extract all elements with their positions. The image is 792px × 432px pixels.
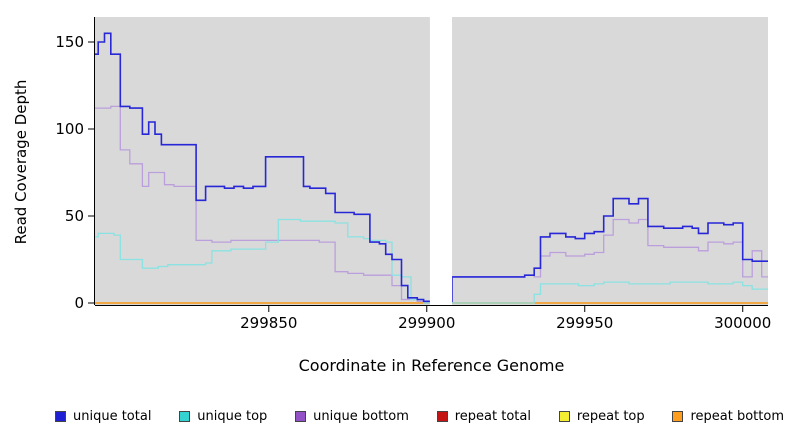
legend-label-repeat-top: repeat top — [576, 409, 645, 424]
legend-item-repeat-bottom: repeat bottom — [672, 409, 784, 424]
legend-swatch-repeat-top — [558, 411, 570, 422]
series-unique-top — [95, 218, 768, 304]
y-tick-label: 150 — [55, 33, 84, 51]
legend-swatch-repeat-total — [436, 411, 448, 422]
y-axis-label: Read Coverage Depth — [12, 79, 30, 245]
y-axis: 0 50 100 150 — [55, 17, 95, 312]
x-axis-label: Coordinate in Reference Genome — [298, 356, 565, 375]
y-tick-label: 50 — [65, 207, 84, 225]
x-axis: 299850 299900 299950 300000 — [95, 305, 771, 332]
legend-swatch-unique-top — [179, 411, 191, 422]
legend: unique total unique top unique bottom repea… — [55, 409, 784, 424]
gap-band — [429, 16, 453, 306]
legend-label-unique-bottom: unique bottom — [313, 409, 409, 424]
legend-label-unique-total: unique total — [73, 409, 152, 424]
legend-item-repeat-total: repeat total — [436, 409, 531, 424]
legend-item-unique-top: unique top — [179, 409, 267, 424]
legend-swatch-repeat-bottom — [672, 411, 684, 422]
coverage-chart: 299850 299900 299950 300000 0 50 100 150 — [55, 16, 771, 332]
legend-item-unique-bottom: unique bottom — [295, 409, 409, 424]
x-tick-label: 299850 — [240, 314, 297, 332]
y-tick-label: 100 — [55, 120, 84, 138]
x-tick-label: 300000 — [714, 314, 771, 332]
legend-item-unique-total: unique total — [55, 409, 151, 424]
x-tick-label: 299900 — [398, 314, 455, 332]
series-unique-total — [95, 32, 768, 303]
legend-item-repeat-top: repeat top — [558, 409, 645, 424]
x-tick-label: 299950 — [556, 314, 613, 332]
legend-label-repeat-total: repeat total — [454, 409, 531, 424]
legend-label-repeat-bottom: repeat bottom — [690, 409, 784, 424]
legend-swatch-unique-bottom — [295, 411, 307, 422]
legend-label-unique-top: unique top — [197, 409, 268, 424]
legend-swatch-unique-total — [55, 411, 66, 422]
y-tick-label: 0 — [74, 294, 84, 312]
